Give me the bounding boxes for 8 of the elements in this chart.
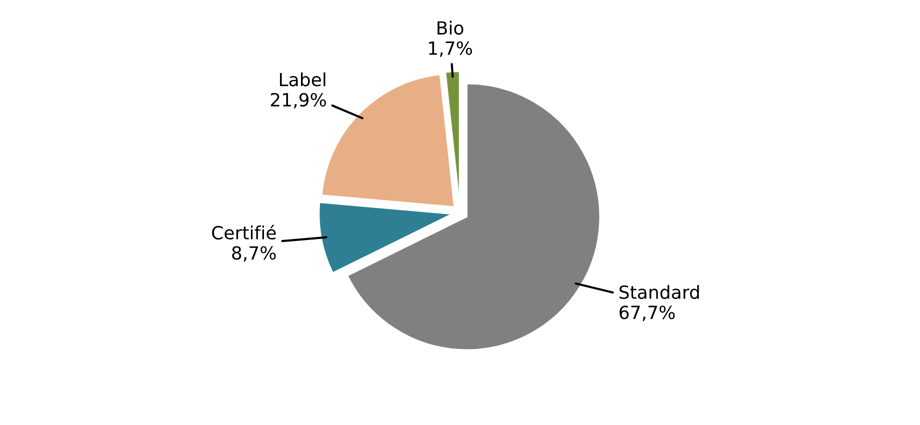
- slice-label: Label: [280, 72, 326, 86]
- slice-label: Bio: [438, 20, 464, 35]
- slice-label: Standard: [620, 285, 699, 300]
- data-label: 67,7%: [620, 306, 675, 322]
- data-label: 21,9%: [270, 92, 326, 108]
- data-label: 1,7%: [429, 41, 472, 57]
- slice-label: Certifié: [212, 224, 276, 240]
- data-label: 8,7%: [232, 246, 276, 262]
